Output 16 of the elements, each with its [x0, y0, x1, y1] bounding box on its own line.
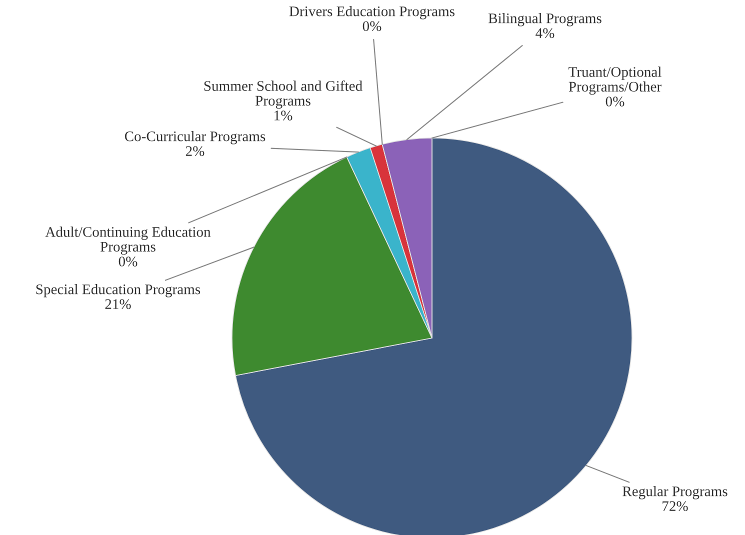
text: 0%	[118, 256, 138, 266]
slice-label: Co-Curricular Programs	[124, 130, 266, 144]
category-label: Drivers Education Programs	[289, 6, 454, 20]
data-label: 21%	[105, 299, 131, 310]
data-label: 72%	[662, 501, 688, 512]
slice-label: Bilingual Programs	[488, 12, 602, 26]
data-label: 2%	[186, 146, 204, 156]
category-label: Truant/Optional Programs/Other	[568, 66, 662, 95]
text: 0%	[606, 96, 624, 106]
slice-label: Special Education Programs	[36, 284, 200, 298]
data-label: 4%	[536, 28, 554, 38]
slice-label: Regular Programs	[622, 486, 728, 500]
text: 0%	[362, 21, 382, 32]
slice-label: Summer School and Gifted Programs	[204, 80, 362, 109]
data-label: 1%	[274, 110, 292, 120]
category-label: Adult/Continuing Education Programs	[45, 226, 211, 255]
